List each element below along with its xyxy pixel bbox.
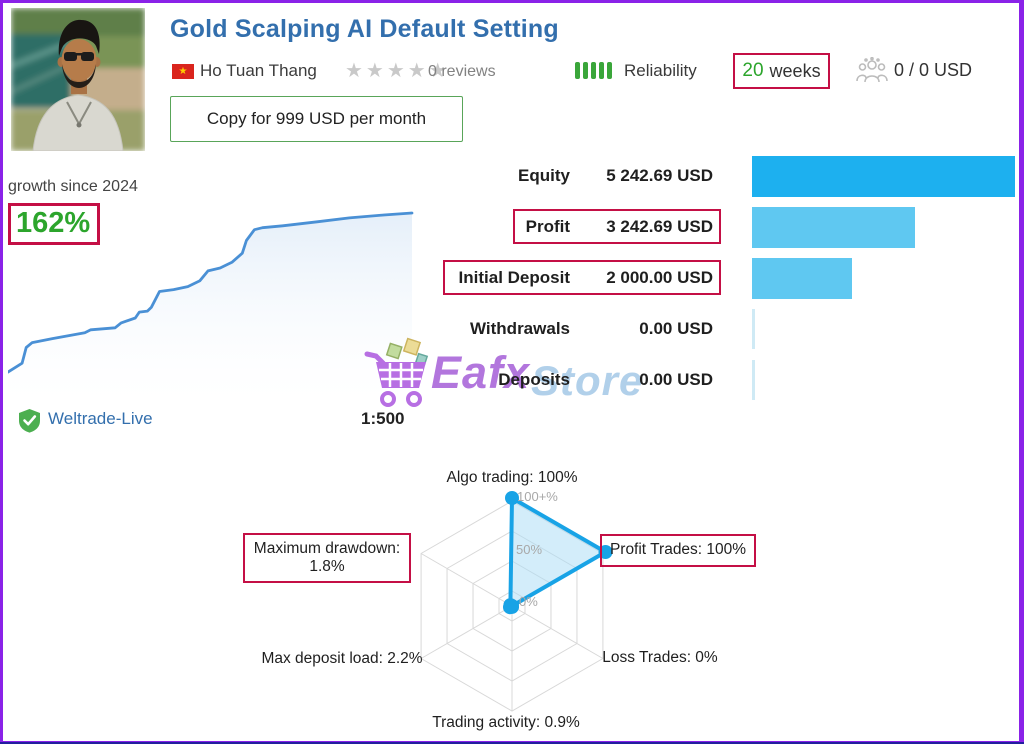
- weeks-value: 20: [742, 60, 764, 81]
- leverage-value: 1:500: [361, 409, 405, 428]
- growth-area: [8, 213, 412, 401]
- author-avatar[interactable]: [9, 8, 145, 152]
- deposits-bar: [752, 360, 755, 400]
- radar-ring-label-0: 0%: [519, 594, 538, 609]
- growth-highlight-box: 162%: [8, 203, 101, 245]
- broker-link[interactable]: Weltrade-Live: [48, 409, 153, 428]
- stat-label: Initial Deposit: [458, 268, 570, 287]
- radar-label-max-deposit-load: Max deposit load: 2.2%: [261, 650, 423, 667]
- profit-trades-text: Profit Trades: 100%: [609, 541, 747, 559]
- reliability-label: Reliability: [624, 61, 697, 80]
- radar-ring-label-100: 100+%: [517, 489, 558, 504]
- stat-value: 3 242.69 USD: [606, 217, 713, 236]
- stat-label: Withdrawals: [470, 319, 570, 338]
- radar-label-profit-trades: Profit Trades: 100%: [600, 534, 756, 567]
- avatar-person: [32, 19, 124, 152]
- radar-label-maximum-drawdown: Maximum drawdown: 1.8%: [243, 533, 411, 583]
- weeks-label: weeks: [769, 60, 821, 81]
- stat-value: 0.00 USD: [639, 319, 713, 338]
- radar-label-loss-trades: Loss Trades: 0%: [602, 649, 718, 666]
- growth-chart: [8, 211, 414, 401]
- radar-ring-label-50: 50%: [516, 542, 543, 557]
- reliability-bars-icon: [575, 62, 612, 79]
- author-link[interactable]: Ho Tuan Thang: [200, 61, 317, 80]
- subscribers-icon: [854, 56, 890, 90]
- growth-line: [8, 211, 414, 374]
- stat-value: 0.00 USD: [639, 370, 713, 389]
- maximum-drawdown-text: Maximum drawdown: 1.8%: [253, 539, 401, 575]
- page-title: Gold Scalping AI Default Setting: [170, 15, 559, 43]
- stat-value: 2 000.00 USD: [606, 268, 713, 287]
- flag-vietnam-icon: ★: [172, 64, 194, 79]
- radar-chart: [420, 491, 613, 712]
- profit-bar: [752, 207, 915, 248]
- copy-subscribe-button[interactable]: Copy for 999 USD per month: [170, 96, 463, 142]
- stat-row-profit: Profit 3 242.69 USD: [0, 215, 1024, 239]
- radar-dots: [503, 491, 613, 615]
- growth-value: 162%: [16, 207, 91, 239]
- equity-bar: [752, 156, 1015, 197]
- stat-row-initial-deposit: Initial Deposit 2 000.00 USD: [0, 266, 1024, 290]
- stat-label: Equity: [518, 166, 570, 185]
- growth-period-label: growth since 2024: [8, 178, 138, 195]
- reviews-link[interactable]: 0 reviews: [428, 63, 496, 80]
- flag-star: ★: [178, 65, 188, 77]
- stat-row-withdrawals: Withdrawals 0.00 USD: [0, 317, 1024, 341]
- initial-deposit-bar: [752, 258, 853, 299]
- radar-label-algo-trading: Algo trading: 100%: [446, 469, 578, 486]
- avatar-photo: [9, 8, 145, 152]
- weeks-badge: 20 weeks: [733, 53, 830, 89]
- stat-value: 5 242.69 USD: [606, 166, 713, 185]
- verified-shield-icon: [18, 408, 41, 438]
- subscribers-count: 0 / 0 USD: [894, 60, 973, 80]
- stat-label: Deposits: [498, 370, 570, 389]
- withdrawals-bar: [752, 309, 755, 349]
- star-rating-icon[interactable]: ★★★★★: [345, 60, 450, 82]
- stat-row-equity: Equity 5 242.69 USD: [0, 164, 1024, 188]
- stat-label: Profit: [525, 217, 570, 236]
- radar-label-trading-activity: Trading activity: 0.9%: [432, 714, 580, 731]
- stat-row-deposits: Deposits 0.00 USD: [0, 368, 1024, 392]
